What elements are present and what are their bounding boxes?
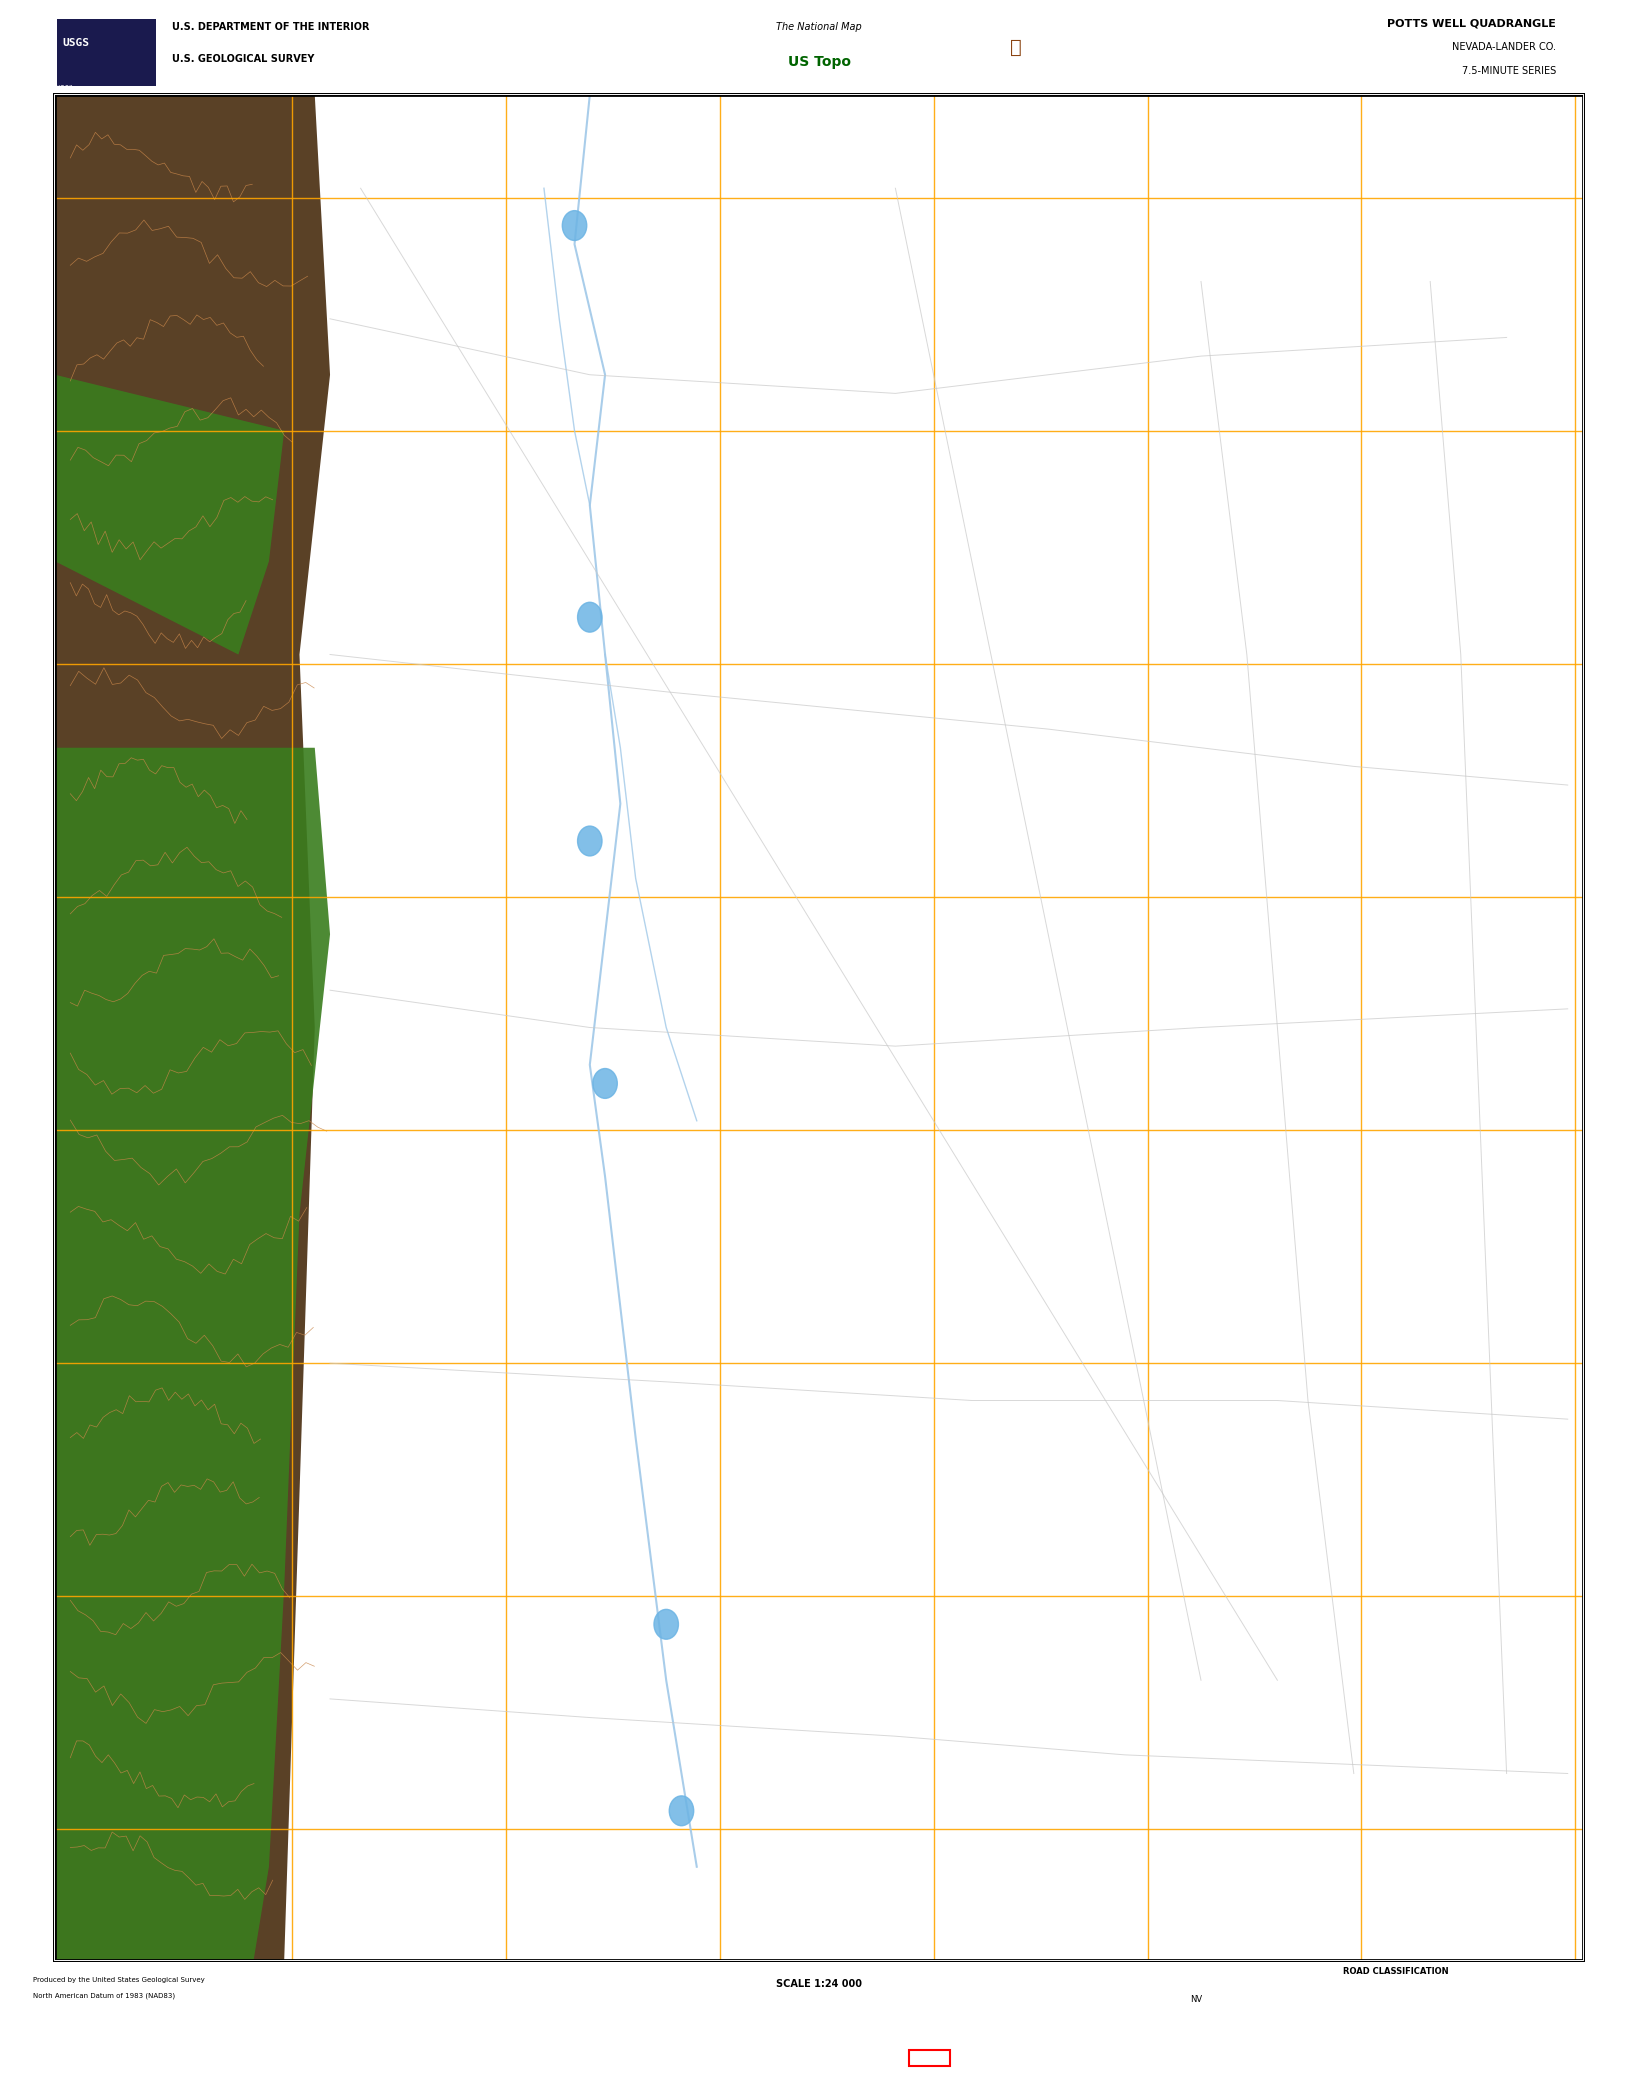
- Polygon shape: [56, 748, 329, 1961]
- Circle shape: [578, 827, 603, 856]
- Circle shape: [670, 1796, 695, 1825]
- Circle shape: [593, 1069, 618, 1098]
- Text: SCALE 1:24 000: SCALE 1:24 000: [776, 1979, 862, 1990]
- Text: POTTS WELL QUADRANGLE: POTTS WELL QUADRANGLE: [1387, 19, 1556, 29]
- Text: NEVADA-LANDER CO.: NEVADA-LANDER CO.: [1453, 42, 1556, 52]
- Circle shape: [562, 211, 586, 240]
- Circle shape: [578, 601, 603, 633]
- Bar: [57, 19, 156, 86]
- Text: US Topo: US Topo: [788, 54, 850, 69]
- Polygon shape: [56, 94, 329, 1961]
- Text: NV: NV: [1189, 1996, 1202, 2004]
- Circle shape: [654, 1610, 678, 1639]
- Bar: [909, 2050, 950, 2067]
- Text: USGS: USGS: [62, 38, 88, 48]
- Text: Produced by the United States Geological Survey: Produced by the United States Geological…: [33, 1977, 205, 1984]
- Text: U.S. GEOLOGICAL SURVEY: U.S. GEOLOGICAL SURVEY: [172, 54, 314, 65]
- Text: 7.5-MINUTE SERIES: 7.5-MINUTE SERIES: [1461, 67, 1556, 77]
- Text: 39°22'30": 39°22'30": [38, 86, 72, 92]
- Text: ROAD CLASSIFICATION: ROAD CLASSIFICATION: [1343, 1967, 1448, 1977]
- Polygon shape: [56, 374, 285, 654]
- Text: 🛡: 🛡: [1009, 38, 1022, 56]
- Text: U.S. DEPARTMENT OF THE INTERIOR: U.S. DEPARTMENT OF THE INTERIOR: [172, 21, 370, 31]
- Text: The National Map: The National Map: [776, 21, 862, 31]
- Text: North American Datum of 1983 (NAD83): North American Datum of 1983 (NAD83): [33, 1992, 175, 1998]
